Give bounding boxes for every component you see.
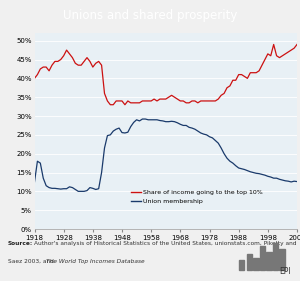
- Text: Author's analysis of Historical Statistics of the United States, unionstats.com,: Author's analysis of Historical Statisti…: [34, 241, 297, 246]
- Text: Source:: Source:: [8, 241, 33, 246]
- Text: Saez 2003, and: Saez 2003, and: [8, 259, 55, 264]
- Text: Unions and shared prosperity: Unions and shared prosperity: [63, 9, 237, 22]
- Bar: [260, 246, 266, 270]
- Text: EPI: EPI: [279, 267, 290, 276]
- Bar: [239, 260, 244, 270]
- Legend: Share of income going to the top 10%, Union membership: Share of income going to the top 10%, Un…: [129, 187, 266, 206]
- Bar: [266, 252, 272, 270]
- Bar: [273, 243, 278, 270]
- Text: The World Top Incomes Database: The World Top Incomes Database: [46, 259, 145, 264]
- Bar: [279, 249, 285, 270]
- Bar: [253, 258, 259, 270]
- Bar: [247, 254, 253, 270]
